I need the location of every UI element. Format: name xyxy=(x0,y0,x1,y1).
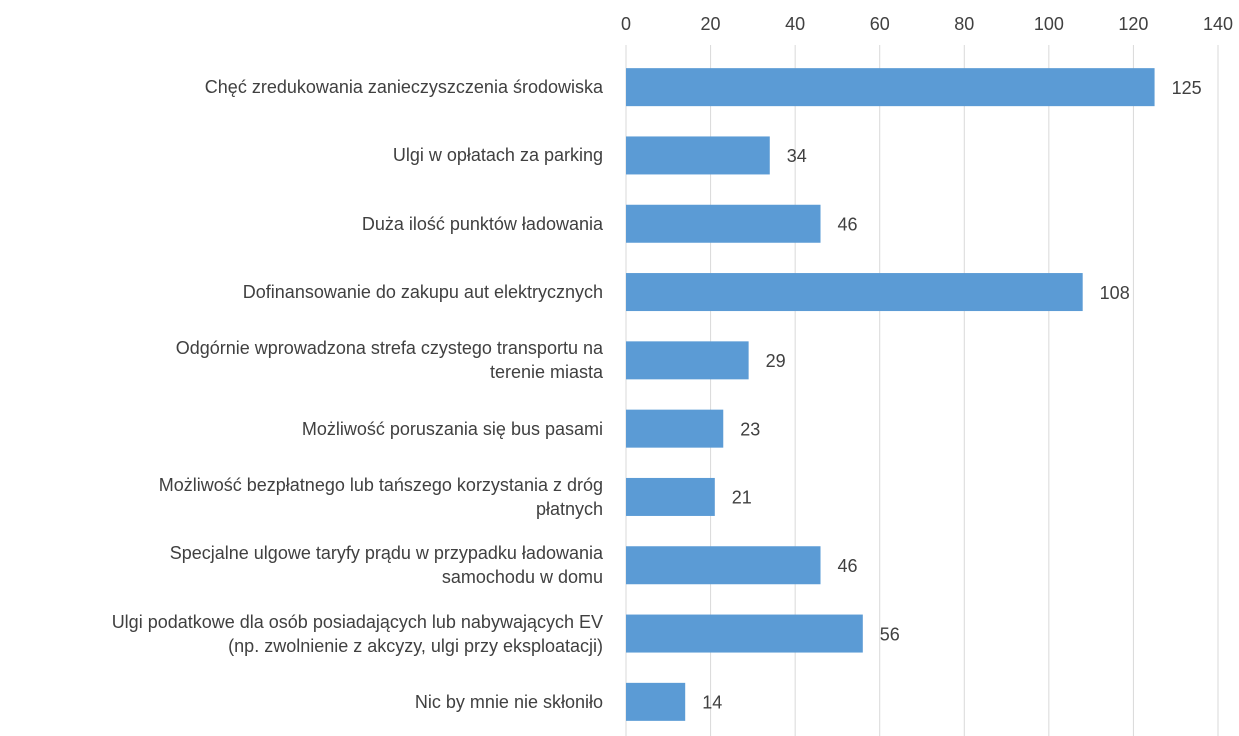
category-label: Możliwość bezpłatnego lub tańszego korzy… xyxy=(158,474,603,519)
value-label: 29 xyxy=(766,351,786,371)
x-tick-label: 40 xyxy=(785,14,805,34)
category-label: Możliwość poruszania się bus pasami xyxy=(301,418,603,439)
category-label: Duża ilość punktów ładowania xyxy=(361,213,603,234)
bar xyxy=(626,136,770,175)
category-label: Chęć zredukowania zanieczyszczenia środo… xyxy=(204,77,603,98)
x-tick-label: 60 xyxy=(870,14,890,34)
bar xyxy=(626,477,715,516)
category-label: Ulgi podatkowe dla osób posiadających lu… xyxy=(111,611,603,656)
category-label: Odgórnie wprowadzona strefa czystego tra… xyxy=(175,338,603,383)
bar xyxy=(626,68,1155,107)
value-label: 21 xyxy=(732,488,752,508)
x-tick-label: 0 xyxy=(621,14,631,34)
bar xyxy=(626,341,749,380)
x-tick-label: 100 xyxy=(1034,14,1064,34)
value-label: 34 xyxy=(787,146,807,166)
bar xyxy=(626,682,686,721)
value-label: 23 xyxy=(740,419,760,439)
x-tick-label: 140 xyxy=(1203,14,1233,34)
category-label: Specjalne ulgowe taryfy prądu w przypadk… xyxy=(169,543,603,588)
category-label: Dofinansowanie do zakupu aut elektryczny… xyxy=(242,282,603,303)
value-label: 14 xyxy=(702,693,722,713)
x-tick-label: 120 xyxy=(1118,14,1148,34)
value-label: 46 xyxy=(838,215,858,235)
category-label: Ulgi w opłatach za parking xyxy=(392,145,603,166)
value-label: 108 xyxy=(1100,283,1130,303)
bar xyxy=(626,204,821,243)
bar xyxy=(626,273,1083,312)
x-tick-label: 20 xyxy=(701,14,721,34)
x-tick-label: 80 xyxy=(954,14,974,34)
value-label: 125 xyxy=(1172,78,1202,98)
value-label: 46 xyxy=(838,556,858,576)
bar xyxy=(626,409,724,448)
category-label: Nic by mnie nie skłoniło xyxy=(414,691,603,712)
value-label: 56 xyxy=(880,624,900,644)
bar xyxy=(626,546,821,585)
bar xyxy=(626,614,863,653)
